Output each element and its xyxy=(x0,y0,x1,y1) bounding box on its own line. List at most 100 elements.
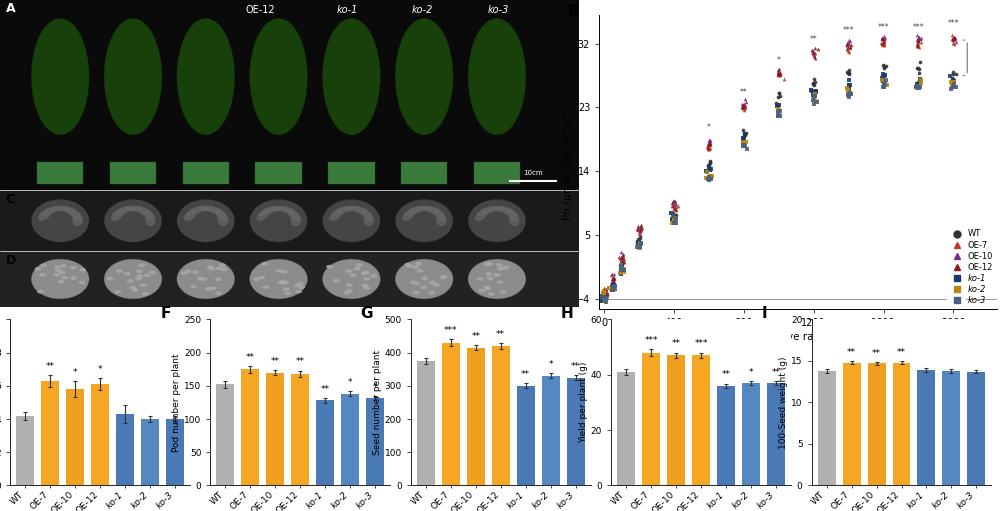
Point xyxy=(876,41,892,50)
Ellipse shape xyxy=(214,277,222,281)
Ellipse shape xyxy=(70,276,78,280)
Ellipse shape xyxy=(130,286,136,289)
Ellipse shape xyxy=(468,259,526,299)
Text: F: F xyxy=(160,306,170,321)
Point xyxy=(876,63,892,71)
Point xyxy=(613,265,629,273)
Ellipse shape xyxy=(322,18,381,135)
Point xyxy=(606,285,622,293)
Point xyxy=(596,289,612,297)
Point xyxy=(665,202,681,210)
Ellipse shape xyxy=(362,284,369,287)
Ellipse shape xyxy=(127,279,134,283)
Ellipse shape xyxy=(70,211,83,221)
Bar xyxy=(642,353,661,485)
Point xyxy=(776,75,793,83)
Point xyxy=(613,262,629,270)
Text: ***: *** xyxy=(695,339,708,349)
Point xyxy=(945,77,961,85)
X-axis label: Photosynthetically active radiation (μmol m⁻² s⁻¹): Photosynthetically active radiation (μmo… xyxy=(668,332,928,342)
Ellipse shape xyxy=(298,285,305,289)
Ellipse shape xyxy=(210,208,227,216)
Ellipse shape xyxy=(104,199,162,242)
Ellipse shape xyxy=(258,208,274,216)
Bar xyxy=(367,398,385,485)
Ellipse shape xyxy=(345,289,352,292)
Point xyxy=(768,99,784,107)
Point xyxy=(603,285,619,293)
Point xyxy=(700,161,716,169)
Point xyxy=(804,86,820,94)
Point xyxy=(737,98,753,106)
Point xyxy=(839,41,855,50)
Ellipse shape xyxy=(253,277,260,281)
Point xyxy=(874,74,890,82)
Text: ***: *** xyxy=(644,336,658,345)
Point xyxy=(734,104,750,112)
Point xyxy=(666,219,682,227)
Ellipse shape xyxy=(53,265,60,269)
Point xyxy=(809,98,825,106)
Point xyxy=(875,77,891,85)
Ellipse shape xyxy=(206,265,213,269)
Point xyxy=(806,96,822,104)
Ellipse shape xyxy=(362,211,374,221)
Ellipse shape xyxy=(501,208,518,216)
Ellipse shape xyxy=(269,206,289,211)
Point xyxy=(808,97,824,105)
Point xyxy=(840,69,856,77)
Point xyxy=(616,258,632,266)
Y-axis label: Seed number per plant: Seed number per plant xyxy=(373,350,382,455)
Ellipse shape xyxy=(208,267,215,270)
Bar xyxy=(692,355,710,485)
Ellipse shape xyxy=(404,263,411,266)
Point xyxy=(807,90,823,98)
Point xyxy=(736,131,752,139)
Point xyxy=(876,32,892,40)
Bar xyxy=(291,374,309,485)
Point xyxy=(769,112,785,120)
Ellipse shape xyxy=(413,291,420,294)
Ellipse shape xyxy=(480,206,499,213)
Ellipse shape xyxy=(343,291,350,294)
Ellipse shape xyxy=(57,206,77,213)
Point xyxy=(841,68,857,77)
Point xyxy=(631,232,648,240)
Point xyxy=(616,254,632,263)
Point xyxy=(807,54,823,62)
Point xyxy=(942,72,958,80)
Point xyxy=(945,39,961,48)
Point xyxy=(909,40,925,48)
Ellipse shape xyxy=(39,273,46,276)
Point xyxy=(736,139,752,147)
Point xyxy=(806,48,822,56)
Point xyxy=(735,126,751,134)
Ellipse shape xyxy=(257,211,269,221)
Point xyxy=(945,78,961,86)
Point xyxy=(700,145,716,153)
Text: *: * xyxy=(98,365,102,374)
Ellipse shape xyxy=(395,18,453,135)
Y-axis label: Pod number per plant: Pod number per plant xyxy=(172,353,181,452)
Point xyxy=(910,69,926,77)
Point xyxy=(769,70,785,78)
Point xyxy=(702,159,718,167)
Ellipse shape xyxy=(363,271,370,274)
Point xyxy=(604,286,620,294)
Ellipse shape xyxy=(429,281,436,284)
Ellipse shape xyxy=(123,206,143,211)
Point xyxy=(947,35,963,43)
Point xyxy=(769,71,785,79)
Ellipse shape xyxy=(79,268,86,272)
Point xyxy=(840,85,856,94)
Point xyxy=(604,282,620,290)
Ellipse shape xyxy=(507,211,520,221)
Ellipse shape xyxy=(495,263,502,267)
Point xyxy=(702,139,718,147)
Point xyxy=(877,80,893,88)
Point xyxy=(604,275,620,284)
Point xyxy=(911,75,927,83)
Point xyxy=(841,82,857,90)
Point xyxy=(735,141,751,149)
Ellipse shape xyxy=(136,269,143,273)
